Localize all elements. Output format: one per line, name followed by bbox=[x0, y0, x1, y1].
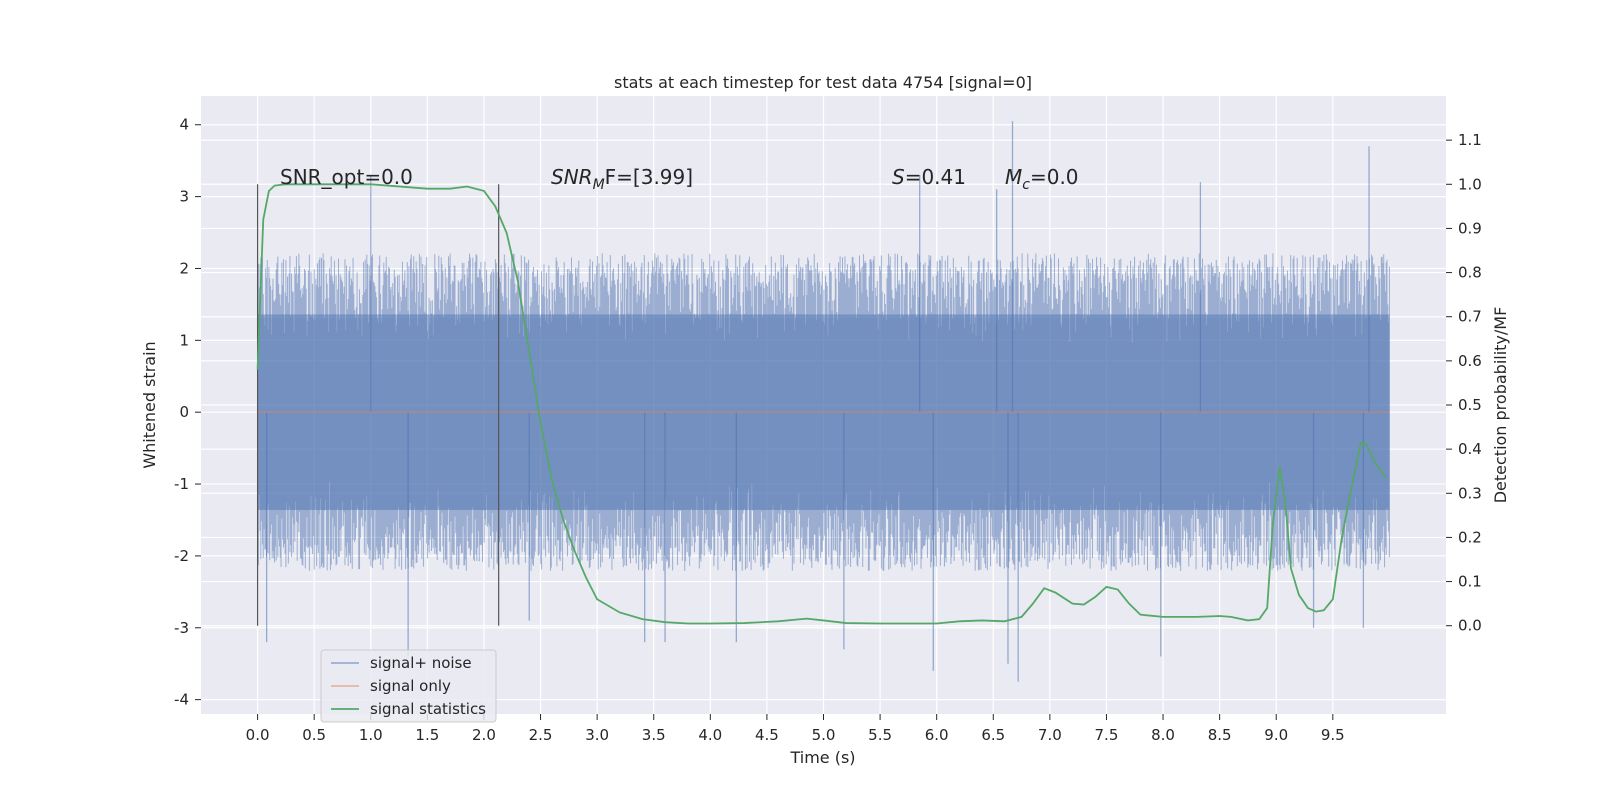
series-signal-statistics bbox=[256, 183, 1387, 625]
y-right-tick-label: 1.0 bbox=[1458, 175, 1482, 193]
y-tick-label: -3 bbox=[174, 619, 189, 637]
legend-box bbox=[320, 649, 497, 723]
y-right-tick-label: 0.1 bbox=[1458, 573, 1482, 591]
x-tick-label: 1.5 bbox=[415, 726, 439, 744]
y-right-tick-label: 0.9 bbox=[1458, 219, 1482, 237]
series-layer bbox=[257, 121, 1390, 682]
x-tick-label: 9.5 bbox=[1321, 726, 1345, 744]
x-tick-label: 1.0 bbox=[359, 726, 383, 744]
mc-base: M bbox=[1005, 165, 1022, 189]
y-right-tick-label: 0.3 bbox=[1458, 484, 1482, 502]
y-right-tick-label: 0.0 bbox=[1458, 617, 1482, 635]
x-tick-label: 4.0 bbox=[698, 726, 722, 744]
x-tick-label: 5.5 bbox=[868, 726, 892, 744]
y-tick-label: 4 bbox=[179, 116, 189, 134]
mc-sub: c bbox=[1022, 177, 1030, 193]
y-tick-label: 2 bbox=[179, 259, 189, 277]
snr-mf-rest: F=[3.99] bbox=[605, 165, 693, 189]
y-right-tick-label: 0.5 bbox=[1458, 396, 1482, 414]
y-tick-label: -4 bbox=[174, 691, 189, 709]
y-right-tick-label: 0.7 bbox=[1458, 308, 1482, 326]
y-right-tick-label: 0.2 bbox=[1458, 528, 1482, 546]
x-axis-label: Time (s) bbox=[789, 748, 855, 767]
x-tick-label: 3.0 bbox=[585, 726, 609, 744]
legend-label-signal-noise: signal+ noise bbox=[370, 654, 472, 672]
y-right-tick-label: 1.1 bbox=[1458, 131, 1482, 149]
y-axis-right-label: Detection probability/MF bbox=[1491, 307, 1510, 504]
annotation-snr-opt: SNR_opt=0.0 bbox=[280, 165, 413, 189]
y-tick-label: 0 bbox=[179, 403, 189, 421]
y-right-tick-label: 0.6 bbox=[1458, 352, 1482, 370]
snr-mf-sub: M bbox=[593, 177, 605, 193]
s-base: S bbox=[892, 165, 905, 189]
legend: signal+ noise signal only signal statist… bbox=[320, 649, 497, 723]
legend-label-signal-statistics: signal statistics bbox=[370, 700, 486, 718]
x-tick-label: 6.0 bbox=[925, 726, 949, 744]
y-tick-label: 3 bbox=[179, 188, 189, 206]
mc-rest: =0.0 bbox=[1030, 165, 1079, 189]
annotation-snr-mf: SNRMF=[3.99] bbox=[551, 165, 693, 193]
snr-mf-base: SNR bbox=[551, 165, 593, 189]
y-tick-label: 1 bbox=[179, 331, 189, 349]
x-tick-label: 6.5 bbox=[981, 726, 1005, 744]
x-tick-label: 0.5 bbox=[302, 726, 326, 744]
y-tick-label: -1 bbox=[174, 475, 189, 493]
x-tick-label: 7.0 bbox=[1038, 726, 1062, 744]
chart-title: stats at each timestep for test data 475… bbox=[614, 73, 1032, 92]
x-tick-label: 7.5 bbox=[1095, 726, 1119, 744]
y-axis-label: Whitened strain bbox=[140, 341, 159, 468]
legend-label-signal-only: signal only bbox=[370, 677, 451, 695]
x-tick-label: 8.0 bbox=[1151, 726, 1175, 744]
x-tick-label: 2.5 bbox=[529, 726, 553, 744]
x-tick-label: 5.0 bbox=[812, 726, 836, 744]
x-tick-label: 2.0 bbox=[472, 726, 496, 744]
ticks-layer: 0.0 0.5 1.0 1.5 2.0 2.5 3.0 3.5 4.0 4.5 5.0 5.5 6.0 6… bbox=[174, 116, 1482, 744]
x-tick-label: 8.5 bbox=[1208, 726, 1232, 744]
s-rest: =0.41 bbox=[905, 165, 966, 189]
y-tick-label: -2 bbox=[174, 547, 189, 565]
x-tick-label: 3.5 bbox=[642, 726, 666, 744]
markers-layer bbox=[256, 183, 1387, 626]
y-right-tick-label: 0.4 bbox=[1458, 440, 1482, 458]
x-tick-label: 0.0 bbox=[246, 726, 270, 744]
x-tick-label: 4.5 bbox=[755, 726, 779, 744]
annotation-s: S=0.41 bbox=[892, 165, 966, 189]
y-right-tick-label: 0.8 bbox=[1458, 264, 1482, 282]
annotation-mc: Mc=0.0 bbox=[1005, 165, 1079, 193]
x-tick-label: 9.0 bbox=[1264, 726, 1288, 744]
